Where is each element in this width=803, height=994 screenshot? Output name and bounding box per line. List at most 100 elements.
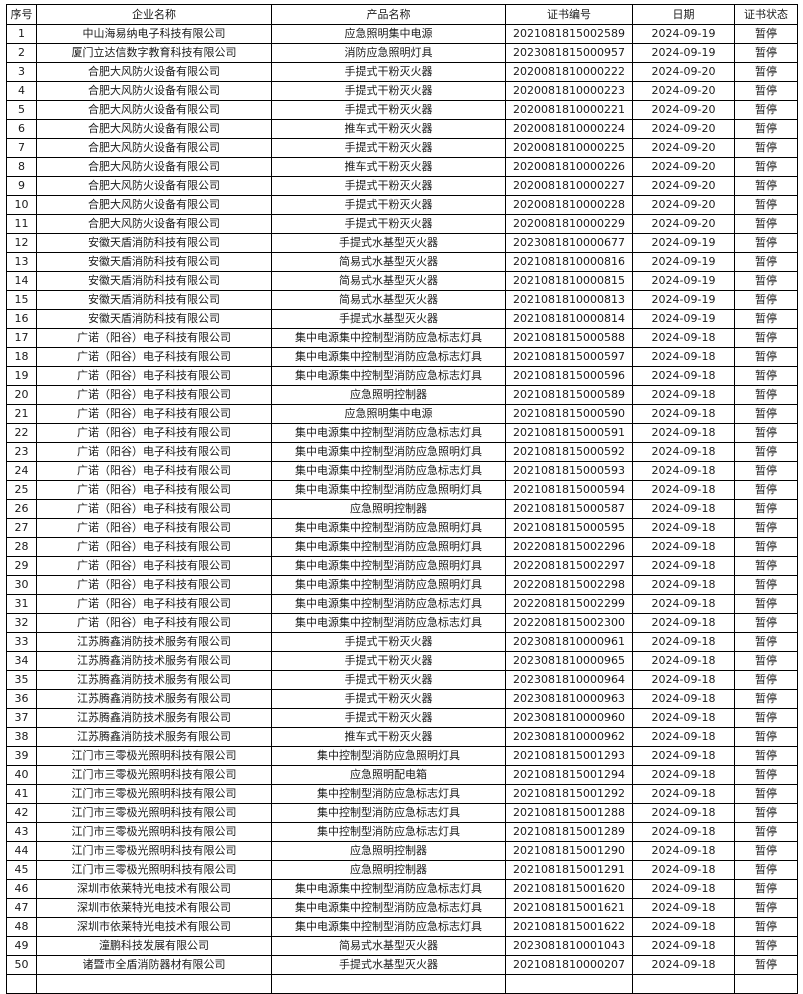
cell-date: 2024-09-18 [632, 898, 735, 918]
cell-certificate-status: 暂停 [734, 366, 798, 386]
cell-product-name: 推车式干粉灭火器 [271, 119, 506, 139]
cell-certificate-status: 暂停 [734, 499, 798, 519]
cell-date: 2024-09-18 [632, 765, 735, 785]
cell-certificate-number: 2023081810001043 [505, 936, 633, 956]
cell-index: 19 [6, 366, 37, 386]
table-row: 37 江苏腾鑫消防技术服务有限公司 手提式干粉灭火器 2023081810000960… [6, 708, 798, 728]
cell-index: 43 [6, 822, 37, 842]
cell-certificate-status: 暂停 [734, 461, 798, 481]
cell-certificate-status: 暂停 [734, 575, 798, 595]
cell-company-name: 江门市三零极光照明科技有限公司 [36, 765, 272, 785]
cell-certificate-status: 暂停 [734, 841, 798, 861]
cell-product-name: 集中电源集中控制型消防应急标志灯具 [271, 328, 506, 348]
cell-product-name: 集中电源集中控制型消防应急照明灯具 [271, 575, 506, 595]
cell-index: 49 [6, 936, 37, 956]
cell-product-name: 集中电源集中控制型消防应急照明灯具 [271, 518, 506, 538]
cell-product-name: 集中电源集中控制型消防应急照明灯具 [271, 480, 506, 500]
cell-index: 26 [6, 499, 37, 519]
cell-certificate-status: 暂停 [734, 24, 798, 44]
cell-date: 2024-09-18 [632, 480, 735, 500]
table-row: 26 广诺（阳谷）电子科技有限公司 应急照明控制器 2021081815000587 2… [6, 499, 798, 519]
cell-certificate-status: 暂停 [734, 43, 798, 63]
cell-certificate-status: 暂停 [734, 727, 798, 747]
cell-product-name: 集中电源集中控制型消防应急照明灯具 [271, 442, 506, 462]
cell-certificate-status: 暂停 [734, 860, 798, 880]
table-row: 13 安徽天盾消防科技有限公司 简易式水基型灭火器 2021081810000816 2… [6, 252, 798, 272]
cell-company-name: 深圳市依莱特光电技术有限公司 [36, 898, 272, 918]
table-row: 9 合肥大风防火设备有限公司 手提式干粉灭火器 2020081810000227 202… [6, 176, 798, 196]
table-row: 40 江门市三零极光照明科技有限公司 应急照明配电箱 2021081815001294… [6, 765, 798, 785]
cell-product-name: 手提式干粉灭火器 [271, 62, 506, 82]
cell-company-name: 广诺（阳谷）电子科技有限公司 [36, 556, 272, 576]
cell-certificate-number: 2022081815002297 [505, 556, 633, 576]
cell-index: 16 [6, 309, 37, 329]
cell-date: 2024-09-18 [632, 860, 735, 880]
cell-product-name: 应急照明控制器 [271, 385, 506, 405]
cell-date: 2024-09-18 [632, 385, 735, 405]
column-header-date: 日期 [632, 4, 735, 25]
cell-company-name: 江门市三零极光照明科技有限公司 [36, 860, 272, 880]
table-row: 3 合肥大风防火设备有限公司 手提式干粉灭火器 2020081810000222 202… [6, 62, 798, 82]
column-header-company-name: 企业名称 [36, 4, 272, 25]
table-row: 35 江苏腾鑫消防技术服务有限公司 手提式干粉灭火器 2023081810000964… [6, 670, 798, 690]
cell-date: 2024-09-18 [632, 366, 735, 386]
cell-product-name: 应急照明控制器 [271, 860, 506, 880]
cell-index: 32 [6, 613, 37, 633]
cell-date: 2024-09-19 [632, 252, 735, 272]
cell-index: 11 [6, 214, 37, 234]
cell-product-name: 手提式水基型灭火器 [271, 233, 506, 253]
cell-certificate-number: 2022081815002299 [505, 594, 633, 614]
column-header-certificate-status: 证书状态 [734, 4, 798, 25]
cell-company-name: 广诺（阳谷）电子科技有限公司 [36, 594, 272, 614]
cell-certificate-number: 2021081810000813 [505, 290, 633, 310]
cell-certificate-status: 暂停 [734, 879, 798, 899]
cell-product-name: 推车式干粉灭火器 [271, 727, 506, 747]
cell-certificate-number: 2021081815001621 [505, 898, 633, 918]
cell-certificate-status: 暂停 [734, 195, 798, 215]
cell-certificate-number: 2023081810000961 [505, 632, 633, 652]
cell-certificate-status: 暂停 [734, 689, 798, 709]
table-row: 44 江门市三零极光照明科技有限公司 应急照明控制器 2021081815001290… [6, 841, 798, 861]
cell-company-name: 广诺（阳谷）电子科技有限公司 [36, 366, 272, 386]
table-row: 4 合肥大风防火设备有限公司 手提式干粉灭火器 2020081810000223 202… [6, 81, 798, 101]
cell-date: 2024-09-18 [632, 613, 735, 633]
table-row: 49 潼鹏科技发展有限公司 简易式水基型灭火器 2023081810001043 202… [6, 936, 798, 956]
certificate-table: 序号 企业名称 产品名称 证书编号 日期 证书状态 1 中山海易纳电子科技有限公司 应急照明集… [6, 4, 798, 994]
cell-certificate-status: 暂停 [734, 670, 798, 690]
cell-company-name: 广诺（阳谷）电子科技有限公司 [36, 575, 272, 595]
cell-index: 12 [6, 233, 37, 253]
cell-certificate-status: 暂停 [734, 518, 798, 538]
cell-certificate-number: 2020081810000228 [505, 195, 633, 215]
cell-certificate-number: 2020081810000226 [505, 157, 633, 177]
cell-certificate-number: 2021081815001620 [505, 879, 633, 899]
cell-certificate-status: 暂停 [734, 81, 798, 101]
cell-certificate-status: 暂停 [734, 385, 798, 405]
cell-date: 2024-09-18 [632, 556, 735, 576]
cell-certificate-number: 2023081810000960 [505, 708, 633, 728]
cell-product-name: 应急照明集中电源 [271, 24, 506, 44]
cell-index: 34 [6, 651, 37, 671]
cell-index: 45 [6, 860, 37, 880]
cell-company-name: 江门市三零极光照明科技有限公司 [36, 841, 272, 861]
cell-date: 2024-09-18 [632, 955, 735, 975]
cell-certificate-status: 暂停 [734, 955, 798, 975]
cell-date: 2024-09-18 [632, 594, 735, 614]
cell-company-name: 深圳市依莱特光电技术有限公司 [36, 879, 272, 899]
cell-product-name: 集中控制型消防应急照明灯具 [271, 746, 506, 766]
cell-index: 46 [6, 879, 37, 899]
cell-company-name: 安徽天盾消防科技有限公司 [36, 233, 272, 253]
cell-product-name: 集中电源集中控制型消防应急标志灯具 [271, 594, 506, 614]
cell-date: 2024-09-20 [632, 119, 735, 139]
cell-company-name: 广诺（阳谷）电子科技有限公司 [36, 613, 272, 633]
cell-certificate-status: 暂停 [734, 537, 798, 557]
cell-company-name: 江门市三零极光照明科技有限公司 [36, 784, 272, 804]
cell-date: 2024-09-20 [632, 176, 735, 196]
cell-index: 28 [6, 537, 37, 557]
table-row: 30 广诺（阳谷）电子科技有限公司 集中电源集中控制型消防应急照明灯具 2022081… [6, 575, 798, 595]
cell-index: 50 [6, 955, 37, 975]
cell-index: 35 [6, 670, 37, 690]
cell-company-name: 广诺（阳谷）电子科技有限公司 [36, 423, 272, 443]
table-row: 25 广诺（阳谷）电子科技有限公司 集中电源集中控制型消防应急照明灯具 2021081… [6, 480, 798, 500]
cell-product-name: 消防应急照明灯具 [271, 43, 506, 63]
cell-certificate-status: 暂停 [734, 347, 798, 367]
